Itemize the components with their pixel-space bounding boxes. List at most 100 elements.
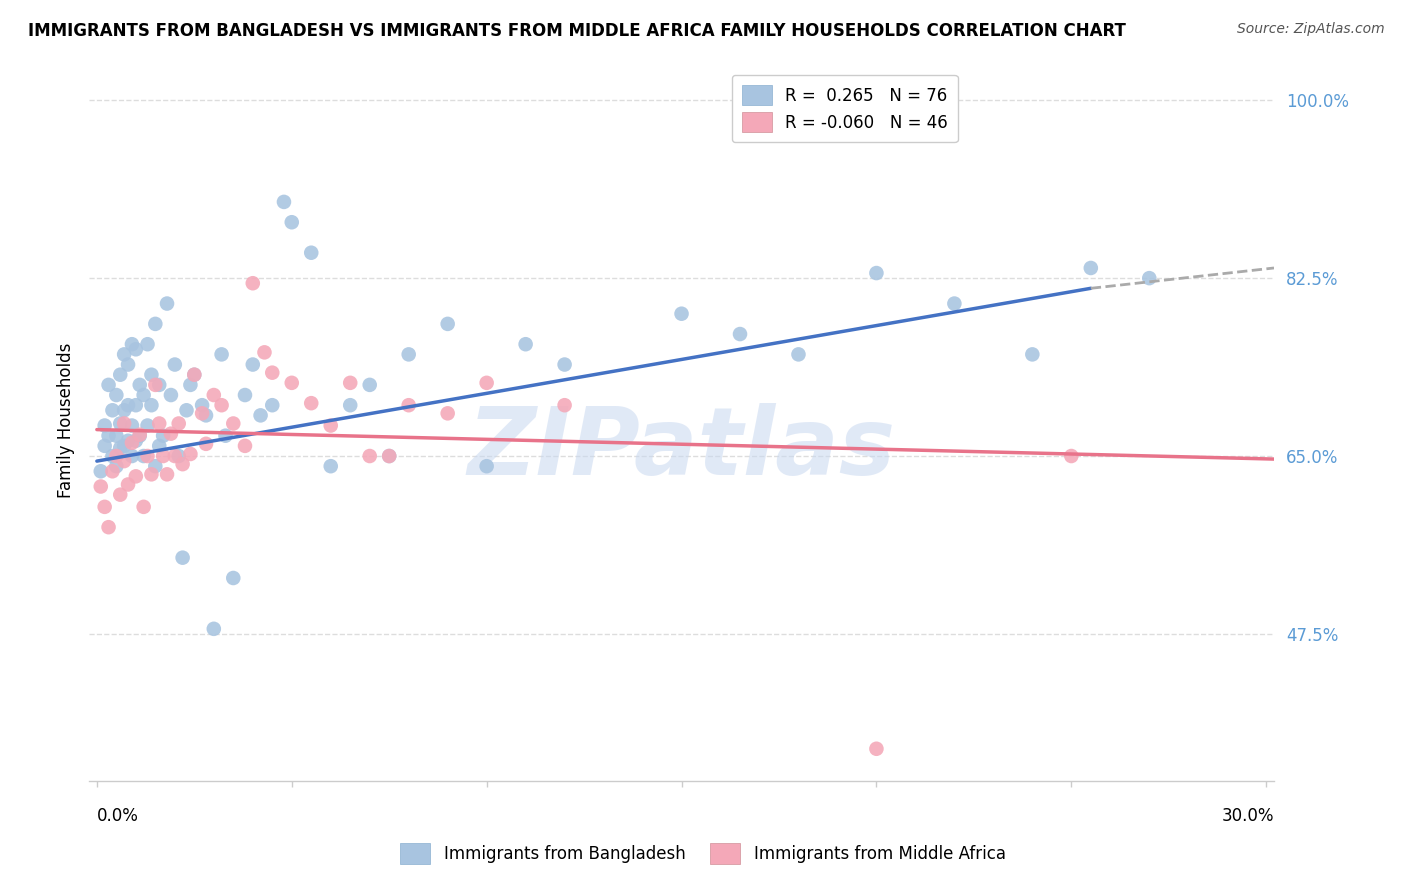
Point bbox=[163, 449, 186, 463]
Point bbox=[299, 245, 322, 260]
Point bbox=[943, 296, 966, 310]
Point bbox=[156, 296, 179, 310]
Point bbox=[253, 345, 276, 359]
Point bbox=[112, 417, 135, 431]
Point bbox=[160, 388, 183, 402]
Point bbox=[378, 449, 401, 463]
Point bbox=[141, 467, 163, 482]
Point bbox=[281, 376, 304, 390]
Point bbox=[132, 388, 155, 402]
Point bbox=[378, 449, 401, 463]
Point bbox=[183, 368, 205, 382]
Point bbox=[132, 500, 155, 514]
Point bbox=[136, 449, 159, 463]
Point bbox=[143, 459, 166, 474]
Point bbox=[1021, 347, 1043, 361]
Point bbox=[728, 326, 751, 341]
Point bbox=[1080, 260, 1102, 275]
Text: Source: ZipAtlas.com: Source: ZipAtlas.com bbox=[1237, 22, 1385, 37]
Point bbox=[101, 464, 124, 478]
Point bbox=[865, 741, 887, 756]
Point bbox=[152, 428, 174, 442]
Point bbox=[105, 459, 128, 474]
Point bbox=[110, 488, 132, 502]
Point bbox=[160, 426, 183, 441]
Point bbox=[222, 571, 245, 585]
Point bbox=[398, 398, 420, 412]
Point bbox=[112, 403, 135, 417]
Point bbox=[172, 550, 194, 565]
Point bbox=[359, 377, 381, 392]
Point bbox=[148, 377, 170, 392]
Point bbox=[101, 449, 124, 463]
Point bbox=[1137, 271, 1160, 285]
Point bbox=[183, 368, 205, 382]
Point bbox=[101, 403, 124, 417]
Point bbox=[97, 428, 120, 442]
Point bbox=[222, 417, 245, 431]
Point bbox=[105, 428, 128, 442]
Point bbox=[475, 376, 498, 390]
Point bbox=[179, 447, 201, 461]
Point bbox=[436, 317, 458, 331]
Point bbox=[128, 377, 150, 392]
Point bbox=[339, 398, 361, 412]
Point bbox=[211, 347, 233, 361]
Point bbox=[148, 417, 170, 431]
Point bbox=[865, 266, 887, 280]
Point bbox=[128, 427, 150, 442]
Point bbox=[121, 337, 143, 351]
Point bbox=[125, 398, 148, 412]
Point bbox=[93, 500, 115, 514]
Text: 0.0%: 0.0% bbox=[97, 806, 139, 825]
Point bbox=[262, 366, 284, 380]
Point bbox=[97, 377, 120, 392]
Point bbox=[117, 358, 139, 372]
Point bbox=[262, 398, 284, 412]
Point bbox=[156, 467, 179, 482]
Point bbox=[148, 439, 170, 453]
Point bbox=[249, 409, 271, 423]
Point bbox=[136, 418, 159, 433]
Point bbox=[125, 434, 148, 448]
Point bbox=[398, 347, 420, 361]
Point bbox=[339, 376, 361, 390]
Point bbox=[136, 337, 159, 351]
Point bbox=[90, 479, 112, 493]
Point bbox=[121, 449, 143, 463]
Legend: Immigrants from Bangladesh, Immigrants from Middle Africa: Immigrants from Bangladesh, Immigrants f… bbox=[394, 837, 1012, 871]
Point bbox=[93, 418, 115, 433]
Point bbox=[515, 337, 537, 351]
Point bbox=[125, 469, 148, 483]
Point bbox=[110, 417, 132, 431]
Point bbox=[233, 388, 256, 402]
Point bbox=[475, 459, 498, 474]
Point bbox=[110, 368, 132, 382]
Point bbox=[163, 358, 186, 372]
Point bbox=[179, 377, 201, 392]
Point bbox=[167, 417, 190, 431]
Point bbox=[172, 457, 194, 471]
Point bbox=[195, 437, 218, 451]
Point bbox=[141, 368, 163, 382]
Point bbox=[121, 418, 143, 433]
Point bbox=[112, 347, 135, 361]
Text: IMMIGRANTS FROM BANGLADESH VS IMMIGRANTS FROM MIDDLE AFRICA FAMILY HOUSEHOLDS CO: IMMIGRANTS FROM BANGLADESH VS IMMIGRANTS… bbox=[28, 22, 1126, 40]
Point bbox=[90, 464, 112, 478]
Point bbox=[143, 317, 166, 331]
Point bbox=[105, 388, 128, 402]
Point bbox=[787, 347, 810, 361]
Point bbox=[191, 398, 214, 412]
Text: 30.0%: 30.0% bbox=[1222, 806, 1274, 825]
Point bbox=[121, 435, 143, 450]
Point bbox=[214, 428, 236, 442]
Point bbox=[436, 406, 458, 420]
Legend: R =  0.265   N = 76, R = -0.060   N = 46: R = 0.265 N = 76, R = -0.060 N = 46 bbox=[731, 75, 957, 143]
Point bbox=[554, 358, 576, 372]
Point bbox=[110, 441, 132, 455]
Point bbox=[105, 449, 128, 463]
Point bbox=[554, 398, 576, 412]
Point bbox=[132, 449, 155, 463]
Point bbox=[359, 449, 381, 463]
Point bbox=[167, 449, 190, 463]
